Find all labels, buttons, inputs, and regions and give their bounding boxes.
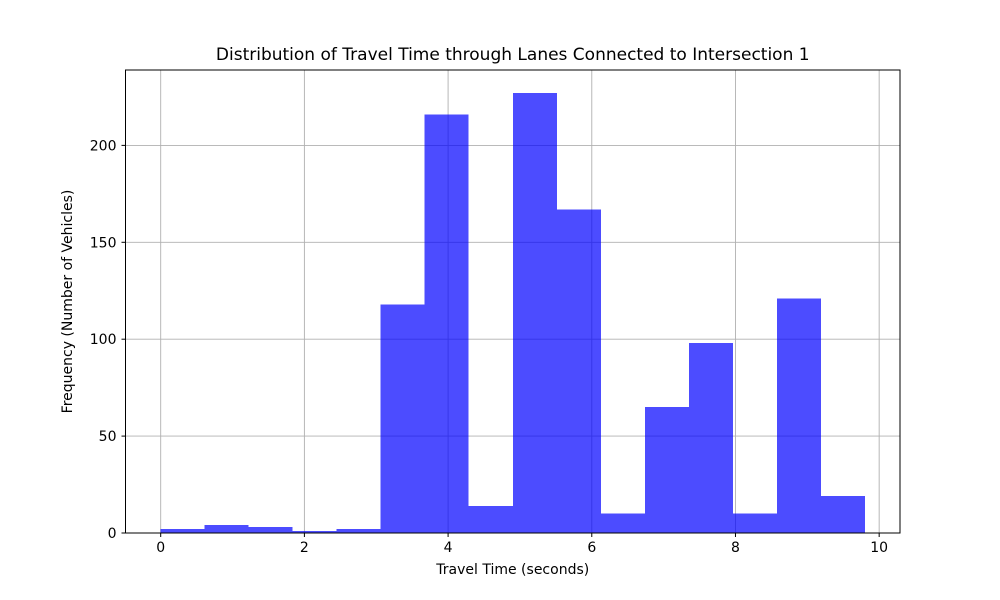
x-tick-label-5: 10 bbox=[870, 540, 888, 556]
histogram-bar-14 bbox=[776, 298, 821, 533]
x-tick-label-0: 0 bbox=[156, 540, 165, 556]
x-tick-label-1: 2 bbox=[300, 540, 309, 556]
x-axis-label: Travel Time (seconds) bbox=[435, 562, 589, 578]
histogram-bar-9 bbox=[556, 209, 601, 533]
y-tick-label-3: 150 bbox=[90, 235, 117, 251]
y-tick-label-2: 100 bbox=[90, 332, 117, 348]
chart-title: Distribution of Travel Time through Lane… bbox=[216, 45, 810, 65]
histogram-bar-0 bbox=[160, 529, 205, 533]
y-axis-label: Frequency (Number of Vehicles) bbox=[60, 190, 76, 414]
x-tick-label-3: 6 bbox=[587, 540, 596, 556]
x-tick-label-2: 4 bbox=[444, 540, 453, 556]
histogram-bar-15 bbox=[820, 496, 865, 533]
histogram-bar-4 bbox=[336, 529, 381, 533]
plot-frame bbox=[125, 69, 901, 534]
histogram-bar-1 bbox=[204, 525, 249, 533]
bars-layer bbox=[160, 93, 865, 533]
histogram-bar-5 bbox=[380, 304, 425, 533]
y-tick-label-4: 200 bbox=[90, 138, 117, 154]
y-tick-label-0: 0 bbox=[108, 526, 117, 542]
histogram-bar-10 bbox=[600, 513, 645, 533]
histogram-bar-12 bbox=[688, 343, 733, 533]
histogram-bar-6 bbox=[424, 114, 469, 533]
histogram-bar-2 bbox=[248, 527, 293, 533]
histogram-bar-3 bbox=[292, 531, 337, 533]
x-tick-label-4: 8 bbox=[731, 540, 740, 556]
histogram-bar-11 bbox=[644, 407, 689, 533]
histogram-bar-7 bbox=[468, 505, 513, 533]
y-tick-label-1: 50 bbox=[99, 429, 117, 445]
histogram-bar-13 bbox=[732, 513, 777, 533]
histogram-bar-8 bbox=[512, 93, 557, 533]
